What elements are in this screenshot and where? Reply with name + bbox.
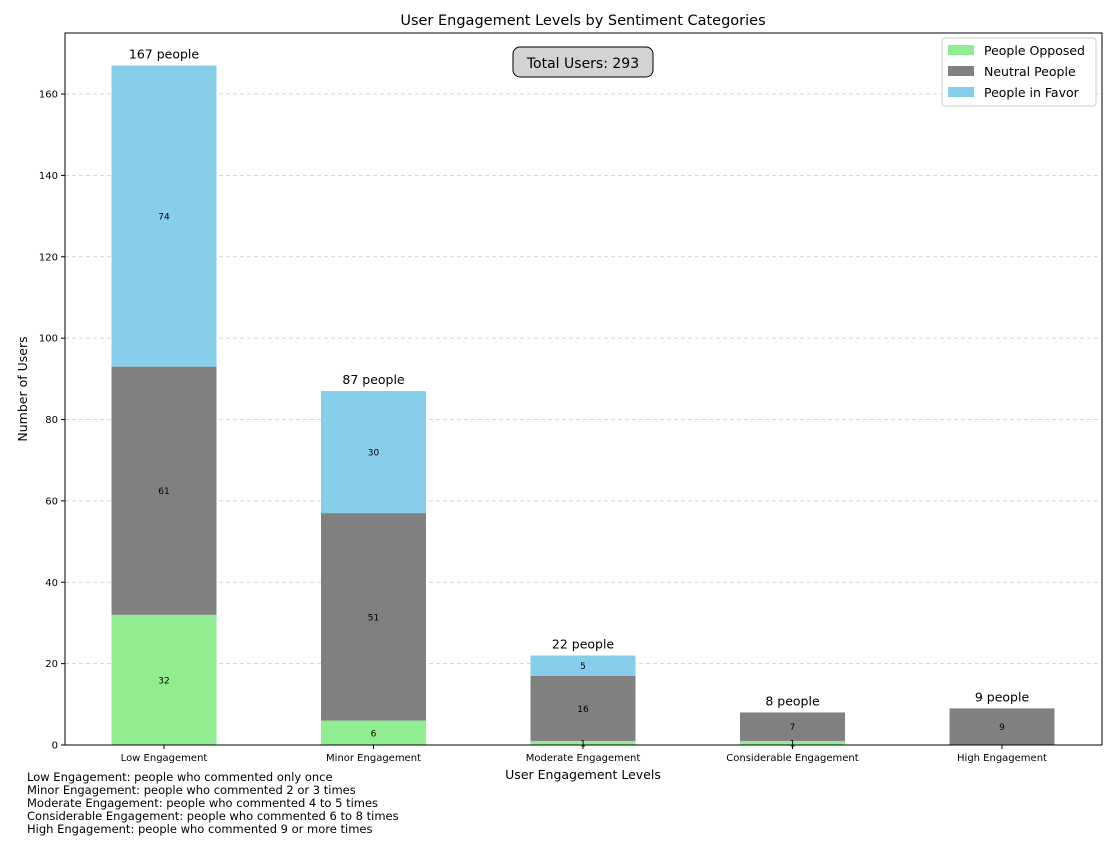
segment-value-label: 51 — [368, 613, 379, 623]
x-axis: Low Engagement Minor Engagement Moderate E… — [121, 745, 1047, 764]
bar-segment — [530, 655, 636, 676]
y-tick-label: 80 — [45, 415, 58, 426]
note-low: Low Engagement: people who commented onl… — [27, 770, 333, 784]
x-tick-label: Minor Engagement — [326, 753, 421, 764]
bar-total-label: 9 people — [975, 689, 1030, 704]
y-tick-label: 120 — [39, 252, 58, 263]
y-tick-label: 20 — [45, 659, 58, 670]
x-axis-label: User Engagement Levels — [505, 767, 661, 782]
x-tick-label: High Engagement — [957, 753, 1047, 764]
y-tick-label: 60 — [45, 496, 58, 507]
bar-total-label: 22 people — [552, 636, 615, 651]
bar-segment — [530, 740, 636, 745]
bar-segment — [949, 708, 1055, 745]
bar-labels: 32 61 74 167 people 6 51 30 87 people 1 16 5 22 peo… — [129, 47, 1030, 750]
y-tick-label: 160 — [39, 90, 58, 101]
total-users-box: Total Users: 293 — [512, 46, 654, 78]
y-axis: 0 20 40 60 80 100 120 140 160 — [39, 90, 65, 752]
segment-value-label: 1 — [790, 739, 796, 749]
x-tick-label: Low Engagement — [121, 753, 208, 764]
y-tick-label: 140 — [39, 171, 58, 182]
x-tick-label: Considerable Engagement — [726, 753, 858, 764]
grid-lines — [65, 93, 1102, 665]
bar-segment — [321, 720, 426, 745]
segment-value-label: 5 — [580, 662, 586, 672]
legend-swatch-opposed — [948, 45, 974, 55]
engagement-notes: Low Engagement: people who commented onl… — [27, 771, 399, 836]
bar-segment — [111, 614, 217, 745]
segment-value-label: 61 — [158, 487, 169, 497]
bar-total-label: 87 people — [342, 372, 405, 387]
y-tick-label: 0 — [52, 741, 58, 752]
legend-label-neutral: Neutral People — [984, 64, 1076, 79]
y-tick-label: 40 — [45, 578, 58, 589]
segment-value-label: 7 — [790, 723, 796, 733]
segment-value-label: 74 — [158, 213, 170, 223]
note-high: High Engagement: people who commented 9 … — [27, 822, 373, 836]
segment-value-label: 32 — [158, 676, 169, 686]
legend-label-opposed: People Opposed — [984, 43, 1085, 58]
note-minor: Minor Engagement: people who commented 2… — [27, 783, 356, 797]
legend-swatch-favor — [948, 87, 974, 97]
note-moderate: Moderate Engagement: people who commente… — [27, 796, 379, 810]
bar-total-label: 167 people — [129, 47, 200, 62]
bar-segment — [111, 366, 217, 615]
bar-segment — [321, 391, 426, 514]
legend-box — [941, 37, 1097, 107]
segment-value-label: 6 — [371, 729, 377, 739]
total-users-label: Total Users: 293 — [526, 56, 639, 72]
bar-segment — [740, 740, 845, 745]
y-tick-label: 100 — [39, 334, 58, 345]
note-considerable: Considerable Engagement: people who comm… — [27, 809, 399, 823]
segment-value-label: 9 — [999, 723, 1005, 733]
legend-label-favor: People in Favor — [984, 85, 1080, 100]
x-tick-label: Moderate Engagement — [526, 753, 641, 764]
legend: People Opposed Neutral People People in … — [941, 37, 1097, 107]
segment-value-label: 30 — [368, 449, 380, 459]
chart-title: User Engagement Levels by Sentiment Cate… — [400, 13, 765, 29]
y-axis-label: Number of Users — [15, 336, 30, 441]
legend-swatch-neutral — [948, 66, 974, 76]
bar-segment — [321, 513, 426, 721]
bars — [111, 65, 1055, 745]
bar-segment — [530, 675, 636, 741]
bar-segment — [111, 65, 217, 367]
bar-segment — [740, 712, 845, 741]
segment-value-label: 16 — [577, 705, 589, 715]
segment-value-label: 1 — [580, 739, 586, 749]
bar-total-label: 8 people — [765, 693, 820, 708]
